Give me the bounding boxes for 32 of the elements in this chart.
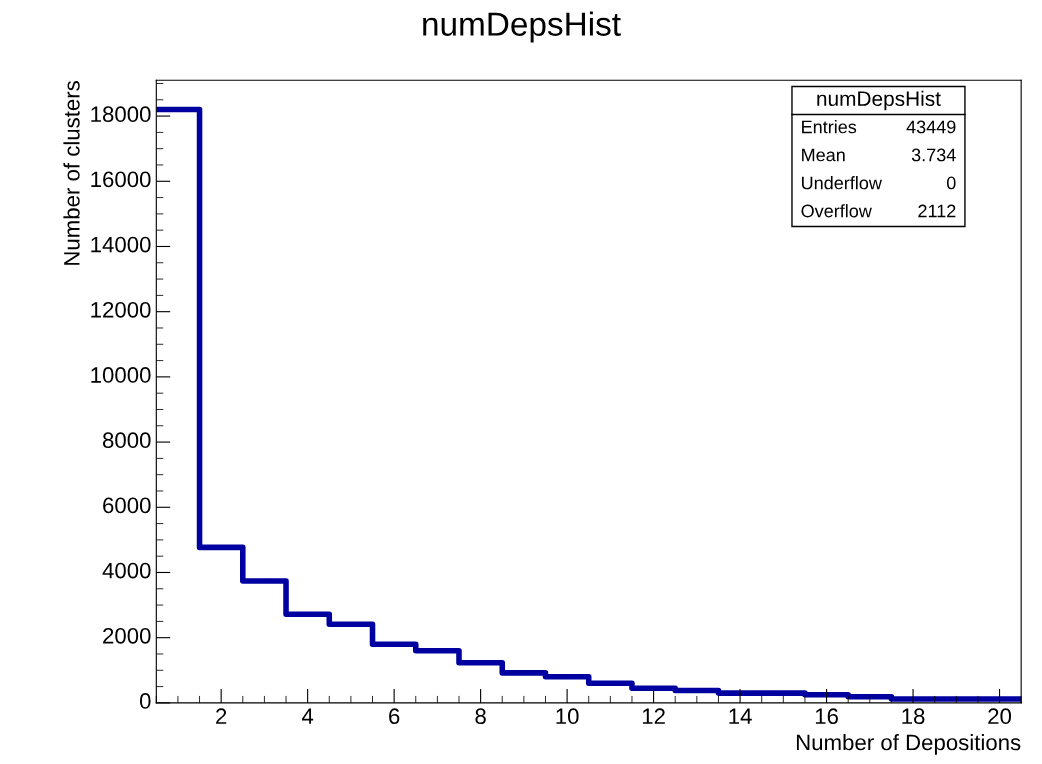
x-tick-label: 14	[729, 708, 752, 724]
y-tick-label: 18000	[91, 106, 151, 123]
y-tick-label: 12000	[91, 301, 151, 318]
x-tick-label: 2	[216, 708, 227, 724]
x-tick-label: 4	[301, 708, 314, 724]
annotation: 2112	[918, 204, 956, 218]
annotation: 3.734	[911, 148, 956, 162]
y-tick-label: 8000	[102, 432, 151, 449]
y-tick-label: 14000	[91, 236, 151, 253]
x-tick-label: 6	[389, 708, 400, 725]
x-tick-label: 18	[902, 708, 925, 725]
y-tick-label: 2000	[103, 627, 151, 644]
chart-title: numDepsHist	[423, 11, 621, 43]
x-tick-label: 20	[988, 708, 1012, 725]
x-tick-label: 16	[815, 708, 838, 725]
x-tick-label: 12	[642, 708, 665, 724]
y-tick-label: 4000	[102, 562, 151, 579]
annotation: 0	[946, 176, 956, 190]
annotation: numDepsHist	[817, 90, 941, 111]
annotation: 43449	[906, 120, 956, 134]
annotation: Mean	[802, 148, 845, 162]
y-tick-label: 0	[139, 693, 151, 709]
x-axis-title: Number of Depositions	[796, 734, 1021, 755]
y-tick-label: 10000	[91, 367, 151, 383]
annotation: Overflow	[801, 204, 872, 218]
annotation: Entries	[802, 120, 857, 134]
y-tick-label: 6000	[103, 497, 151, 514]
y-axis-title: Number of clusters	[63, 81, 80, 265]
annotation: Underflow	[802, 176, 882, 190]
x-tick-label: 10	[556, 708, 579, 725]
y-tick-label: 16000	[91, 171, 151, 188]
x-tick-label: 8	[475, 708, 486, 725]
